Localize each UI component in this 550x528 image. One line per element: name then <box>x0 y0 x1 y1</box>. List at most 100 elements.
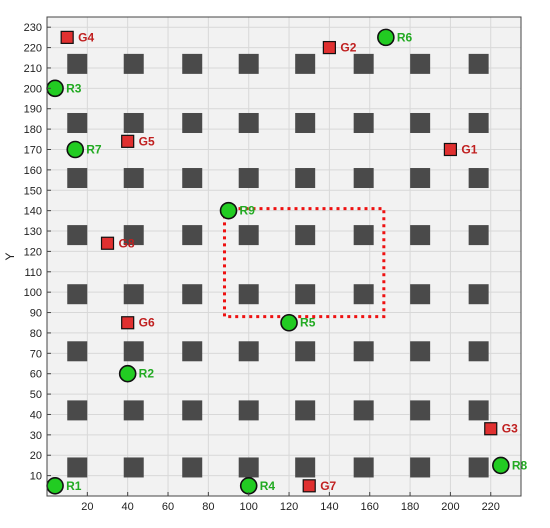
y-tick-label: 120 <box>24 246 42 258</box>
point-label-g1: G1 <box>461 142 477 156</box>
obstacle-block <box>295 225 316 246</box>
obstacle-block <box>123 341 144 362</box>
x-tick-label: 140 <box>320 501 338 513</box>
obstacle-block <box>67 112 88 133</box>
y-tick-label: 100 <box>24 287 42 299</box>
point-label-r3: R3 <box>66 81 82 95</box>
y-axis-label: Y <box>3 252 17 260</box>
obstacle-block <box>123 53 144 74</box>
tick-layer: 20 40 60 80 100 120 140 160 180 200 220 10 20 30 40 50 6… <box>24 22 500 513</box>
x-tick-label: 20 <box>81 501 93 513</box>
obstacle-block <box>67 225 88 246</box>
obstacle-block <box>123 225 144 246</box>
robot-marker-r1 <box>46 477 64 495</box>
y-tick-label: 80 <box>30 328 42 340</box>
x-tick-label: 160 <box>361 501 379 513</box>
obstacle-block <box>295 341 316 362</box>
obstacle-block <box>182 53 203 74</box>
obstacle-block <box>468 284 489 305</box>
point-label-r9: R9 <box>240 204 256 218</box>
x-tick-label: 100 <box>240 501 258 513</box>
y-tick-label: 50 <box>30 389 42 401</box>
obstacle-block <box>410 341 431 362</box>
robot-marker-r7 <box>66 140 85 159</box>
robot-marker-r8 <box>492 456 510 475</box>
obstacle-block <box>353 400 374 421</box>
goal-marker-g5 <box>121 134 135 148</box>
obstacle-block <box>67 53 88 74</box>
obstacle-block <box>353 341 374 362</box>
y-tick-label: 90 <box>30 308 42 320</box>
obstacle-block <box>295 53 316 74</box>
obstacle-block <box>468 53 489 74</box>
goal-marker-g8 <box>100 236 115 250</box>
obstacle-block <box>238 53 259 74</box>
obstacle-block <box>238 225 259 246</box>
y-tick-label: 220 <box>24 43 42 55</box>
point-label-g3: G3 <box>502 422 518 436</box>
point-label-r6: R6 <box>397 30 413 44</box>
obstacle-grid <box>67 53 489 478</box>
goal-marker-g4 <box>60 30 74 44</box>
obstacle-block <box>410 225 431 246</box>
obstacle-block <box>238 400 259 421</box>
obstacle-block <box>238 284 259 305</box>
y-tick-label: 40 <box>30 409 42 421</box>
obstacle-block <box>123 168 144 189</box>
highlight-region <box>222 207 386 319</box>
y-tick-label: 30 <box>30 430 42 442</box>
obstacle-block <box>468 457 489 478</box>
obstacle-block <box>123 400 144 421</box>
obstacle-block <box>410 168 431 189</box>
obstacle-block <box>410 112 431 133</box>
obstacle-block <box>353 53 374 74</box>
obstacle-block <box>468 341 489 362</box>
obstacle-block <box>295 168 316 189</box>
obstacle-block <box>123 284 144 305</box>
obstacle-block <box>238 457 259 478</box>
obstacle-block <box>238 112 259 133</box>
obstacle-block <box>353 457 374 478</box>
obstacle-block <box>295 284 316 305</box>
y-tick-label: 20 <box>30 450 42 462</box>
obstacle-block <box>295 400 316 421</box>
point-label-g6: G6 <box>139 316 155 330</box>
obstacle-block <box>238 168 259 189</box>
y-tick-label: 170 <box>24 144 42 156</box>
obstacle-block <box>67 457 88 478</box>
point-label-g4: G4 <box>78 30 94 44</box>
y-tick-label: 70 <box>30 348 42 360</box>
y-tick-label: 130 <box>24 226 42 238</box>
robot-marker-r5 <box>280 313 298 332</box>
y-tick-label: 210 <box>24 63 42 75</box>
obstacle-block <box>353 284 374 305</box>
y-tick-label: 160 <box>24 165 42 177</box>
point-label-g5: G5 <box>139 134 155 148</box>
point-label-g8: G8 <box>119 236 135 250</box>
goal-marker-g3 <box>484 422 498 436</box>
axes-background <box>47 17 521 496</box>
y-tick-label: 230 <box>24 22 42 34</box>
obstacle-block <box>295 112 316 133</box>
obstacle-block <box>123 112 144 133</box>
obstacle-block <box>468 400 489 421</box>
x-tick-label: 200 <box>441 501 459 513</box>
obstacle-block <box>67 284 88 305</box>
goal-marker-g2 <box>322 40 336 55</box>
obstacle-block <box>353 168 374 189</box>
y-tick-label: 190 <box>24 104 42 116</box>
y-tick-label: 140 <box>24 206 42 218</box>
point-label-g2: G2 <box>340 41 356 55</box>
robot-marker-r4 <box>239 477 258 495</box>
obstacle-block <box>410 400 431 421</box>
y-tick-label: 110 <box>24 267 42 279</box>
obstacle-block <box>182 341 203 362</box>
obstacle-block <box>468 225 489 246</box>
target-region-box <box>222 207 386 319</box>
obstacle-block <box>410 284 431 305</box>
y-tick-label: 200 <box>24 83 42 95</box>
goal-marker-g6 <box>121 316 135 330</box>
grid-lines <box>47 17 521 496</box>
obstacle-block <box>67 341 88 362</box>
